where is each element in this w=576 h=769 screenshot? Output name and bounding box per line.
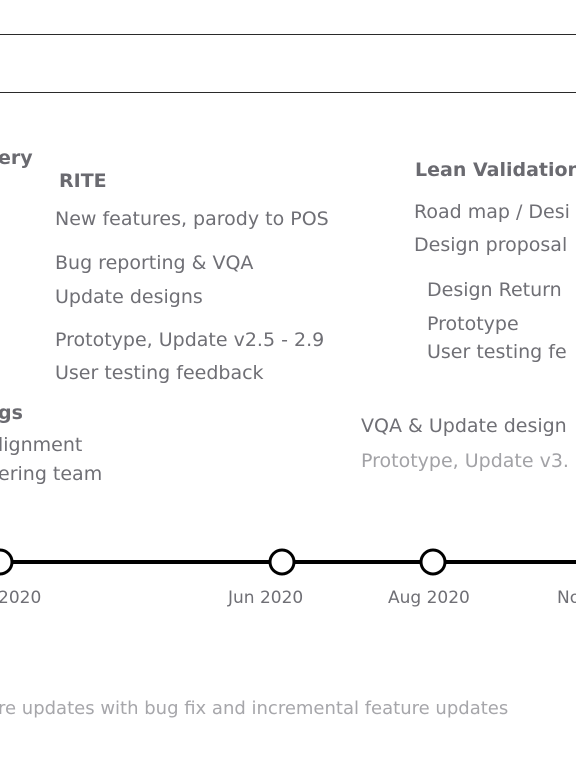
lower-left-title: gs — [0, 402, 23, 424]
timeline-milestone — [419, 548, 447, 576]
lower-left-item: ering team — [0, 463, 103, 485]
rite-title: RITE — [59, 170, 107, 192]
rite-item: Update designs — [55, 286, 203, 308]
rite-item: Prototype, Update v2.5 - 2.9 — [55, 329, 325, 351]
timeline-date: No — [557, 588, 576, 608]
rite-item: Bug reporting & VQA — [55, 252, 254, 274]
lean-item: Road map / Desi — [414, 201, 570, 223]
lean-item: User testing fe — [427, 341, 567, 363]
timeline-date: 2020 — [0, 588, 42, 608]
lean-item: Prototype — [427, 313, 519, 335]
timeline-milestone — [0, 548, 14, 576]
timeline-milestone — [268, 548, 296, 576]
footer-note: re updates with bug fix and incremental … — [0, 698, 509, 719]
rite-item: User testing feedback — [55, 362, 264, 384]
lower-right-item: VQA & Update design — [361, 415, 567, 437]
timeline — [0, 548, 576, 576]
top-divider — [0, 34, 576, 35]
lean-item: Design proposal — [414, 234, 568, 256]
lower-right-item: Prototype, Update v3. — [361, 450, 569, 472]
rite-item: New features, parody to POS — [55, 208, 329, 230]
lean-validation-title: Lean Validation — [415, 159, 576, 181]
timeline-date: Jun 2020 — [228, 588, 304, 608]
lean-item: Design Return — [427, 279, 562, 301]
phase-title-fragment: ery — [0, 147, 33, 169]
header-divider — [0, 92, 576, 93]
lower-left-item: lignment — [0, 434, 83, 456]
timeline-date: Aug 2020 — [388, 588, 470, 608]
